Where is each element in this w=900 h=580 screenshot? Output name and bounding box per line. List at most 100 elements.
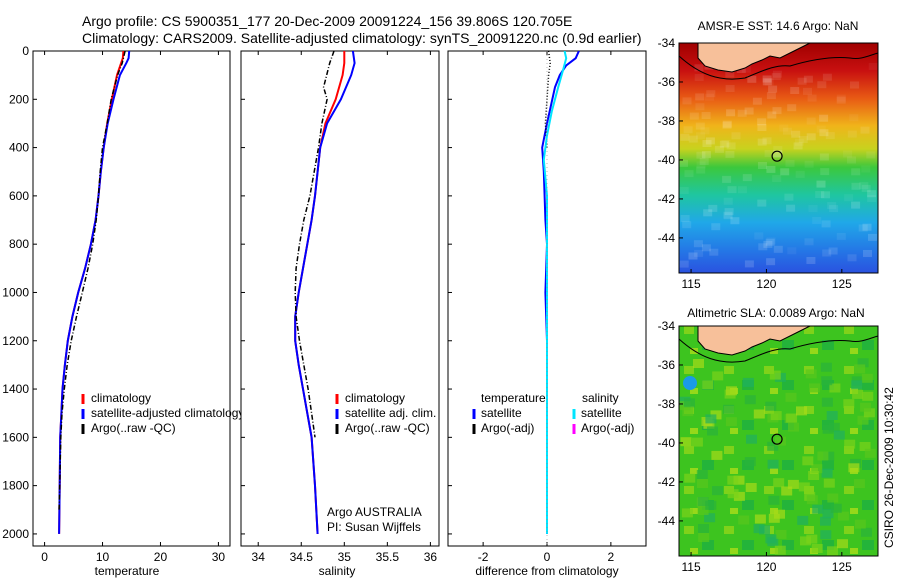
sst-texture-cell — [819, 153, 829, 161]
sst-texture-cell — [862, 223, 872, 231]
sla-texture-cell — [727, 489, 739, 499]
sla-texture-cell — [826, 411, 838, 420]
sst-texture-cell — [806, 257, 816, 264]
sst-texture-cell — [794, 138, 804, 146]
sla-texture-cell — [693, 359, 704, 368]
t-y-tick-label: 200 — [9, 92, 29, 106]
sst-texture-cell — [696, 166, 706, 174]
sla-x-tick-label: 125 — [832, 560, 852, 574]
sst-texture-cell — [694, 74, 704, 81]
sla-texture-cell — [854, 364, 866, 374]
sst-texture-cell — [693, 240, 703, 248]
sst-texture-cell — [680, 133, 690, 141]
sla-texture-cell — [682, 407, 694, 417]
sla-texture-cell — [797, 515, 809, 525]
figure-title-line-1: Argo profile: CS 5900351_177 20-Dec-2009… — [82, 13, 573, 29]
sst-texture-cell — [780, 168, 790, 176]
s-series-2-line — [294, 51, 335, 438]
sla-texture-cell — [851, 380, 863, 390]
sst-texture-cell — [766, 237, 776, 245]
sst-texture-cell — [791, 130, 801, 138]
sla-texture-cell — [796, 406, 807, 416]
s-x-tick-label: 35.5 — [376, 550, 400, 564]
sla-texture-cell — [830, 503, 842, 513]
salinity-annotation-program: Argo AUSTRALIA — [327, 505, 422, 519]
sst-texture-cell — [701, 244, 711, 252]
sst-texture-cell — [723, 211, 733, 219]
sst-texture-cell — [764, 150, 774, 158]
sst-texture-cell — [700, 127, 710, 135]
sst-texture-cell — [847, 130, 857, 138]
d-legend-label: Argo(-adj) — [481, 421, 534, 435]
sst-texture-cell — [843, 150, 853, 158]
sst-texture-cell — [737, 186, 747, 194]
sla-texture-cell — [829, 383, 841, 393]
sst-texture-cell — [867, 195, 877, 203]
sst-texture-cell — [737, 109, 747, 117]
sla-texture-cell — [774, 545, 786, 555]
sst-texture-cell — [766, 92, 776, 100]
sst-texture-cell — [828, 247, 838, 255]
sla-texture-cell — [684, 473, 696, 483]
sst-texture-cell — [725, 70, 735, 78]
sst-texture-cell — [866, 151, 876, 159]
sla-texture-cell — [768, 495, 780, 505]
sst-texture-cell — [696, 151, 706, 159]
sla-texture-cell — [733, 475, 745, 485]
t-x-tick-label: 10 — [96, 550, 110, 564]
sla-coast-contour — [678, 335, 879, 363]
sst-heatmap-texture — [679, 60, 878, 268]
sst-texture-cell — [844, 194, 854, 202]
sla-texture-cell — [828, 422, 840, 432]
t-y-tick-label: 1200 — [2, 334, 29, 348]
sst-texture-cell — [762, 75, 772, 83]
sst-texture-cell — [706, 90, 716, 98]
sst-texture-cell — [754, 232, 764, 240]
sst-texture-cell — [821, 191, 830, 199]
sla-y-tick-label: -42 — [658, 475, 676, 489]
sla-texture-cell — [773, 478, 785, 488]
sst-texture-cell — [827, 202, 837, 210]
sst-texture-cell — [821, 220, 831, 228]
sla-texture-cell — [727, 475, 739, 485]
sla-texture-cell — [821, 468, 833, 478]
sst-texture-cell — [785, 159, 795, 167]
sla-texture-cell — [726, 386, 737, 396]
sst-texture-cell — [847, 254, 857, 262]
sst-texture-cell — [722, 121, 732, 129]
sla-texture-cell — [691, 437, 703, 447]
sst-y-tick-label: -36 — [658, 75, 676, 89]
sst-texture-cell — [787, 104, 797, 112]
sst-texture-cell — [765, 238, 775, 246]
sla-y-tick-label: -40 — [658, 436, 676, 450]
sst-texture-cell — [773, 245, 783, 253]
difference-x-label: difference from climatology — [475, 564, 618, 578]
sst-texture-cell — [772, 70, 782, 78]
sst-texture-cell — [847, 156, 856, 164]
sst-heatmap-field — [679, 43, 878, 273]
t-y-tick-label: 400 — [9, 141, 29, 155]
sla-texture-cell — [812, 504, 824, 514]
sla-texture-cell — [852, 389, 864, 399]
sla-texture-cell — [787, 479, 799, 489]
sst-texture-cell — [702, 140, 712, 147]
d-legend-label: satellite — [581, 406, 622, 420]
salinity-x-label: salinity — [319, 564, 356, 578]
sst-texture-cell — [836, 94, 846, 102]
sst-texture-cell — [772, 175, 782, 182]
sst-texture-cell — [679, 187, 689, 194]
sst-texture-cell — [682, 221, 692, 229]
sla-texture-cell — [823, 451, 835, 461]
sst-land-mass — [697, 42, 811, 73]
sst-texture-cell — [724, 208, 734, 216]
sst-texture-cell — [815, 191, 825, 198]
sla-texture-cell — [863, 408, 875, 418]
sst-texture-cell — [851, 168, 861, 176]
sst-y-tick-label: -34 — [658, 36, 676, 50]
sla-axes-frame — [678, 325, 879, 557]
d-legend-header-salinity: salinity — [582, 391, 619, 405]
sst-texture-cell — [806, 117, 816, 125]
sla-texture-cell — [733, 491, 745, 501]
sst-texture-cell — [798, 136, 808, 143]
sst-texture-cell — [723, 197, 733, 205]
